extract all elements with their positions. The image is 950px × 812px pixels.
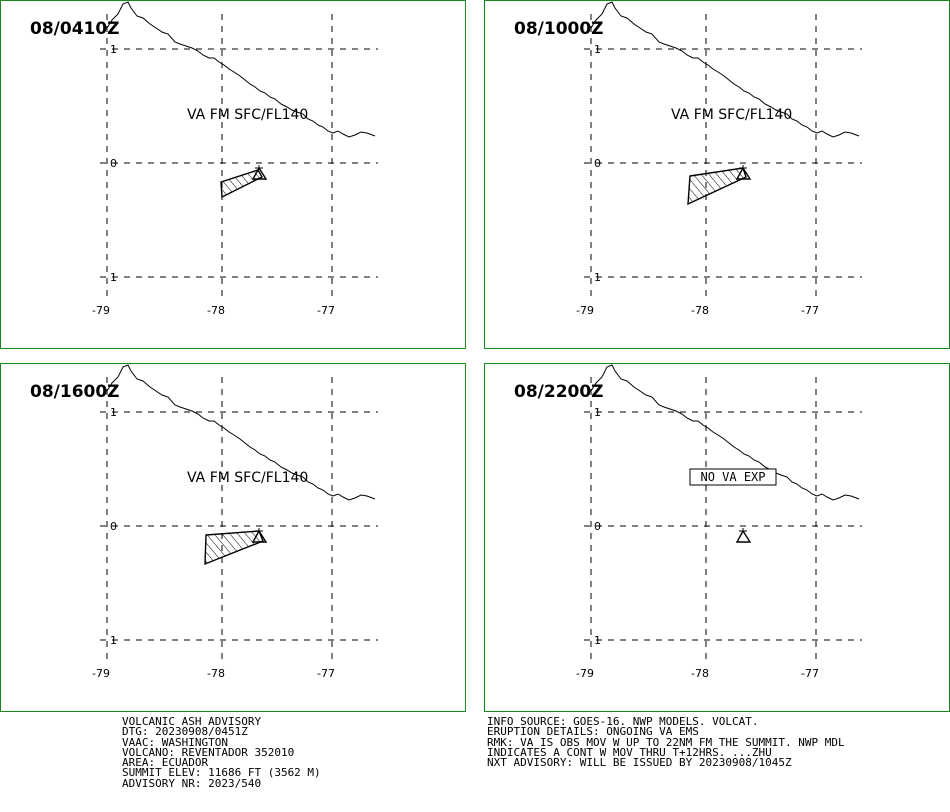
longitude-label: -78	[691, 304, 709, 317]
longitude-label: -78	[207, 667, 225, 680]
panel-frame	[0, 363, 466, 712]
advisory-line: DTG: 20230908/0451Z	[122, 725, 248, 739]
coastline	[590, 364, 860, 501]
map-panel: 1 0 1 -79 -78 -77 08/0410Z VA FM SFC/FL140	[0, 0, 466, 349]
advisory-line: SUMMIT ELEV: 11686 FT (3562 M)	[122, 766, 321, 780]
latitude-label: 1	[110, 43, 117, 56]
latitude-label: 0	[594, 520, 601, 533]
volcano-summit-mark	[255, 165, 263, 169]
va-level-label: VA FM SFC/FL140	[187, 107, 308, 123]
panel-frame	[484, 363, 950, 712]
no-va-label: NO VA EXP	[700, 470, 765, 484]
longitude-label: -77	[801, 304, 819, 317]
advisory-line: INFO SOURCE: GOES-16. NWP MODELS. VOLCAT…	[487, 715, 759, 728]
latitude-label: 1	[110, 406, 117, 419]
coastline	[106, 1, 376, 138]
longitude-label: -79	[92, 667, 110, 680]
latitude-label: 1	[594, 43, 601, 56]
map-panel: 1 0 1 -79 -78 -77 08/2200Z NO VA EXP	[484, 363, 950, 712]
advisory-line: INDICATES A CONT W MOV THRU T+12HRS. ...…	[487, 745, 772, 759]
advisory-line: VOLCANIC ASH ADVISORY	[122, 715, 262, 728]
coastline	[590, 1, 860, 138]
latitude-label: 0	[594, 157, 601, 170]
forecast-time-label: 08/1600Z	[30, 382, 120, 402]
latitude-label: 0	[110, 157, 117, 170]
latitude-label: 1	[594, 271, 601, 284]
latitude-label: 1	[594, 406, 601, 419]
advisory-line: VOLCANO: REVENTADOR 352010	[122, 745, 295, 759]
latitude-label: 0	[110, 520, 117, 533]
latitude-label: 1	[110, 271, 117, 284]
volcano-summit-mark	[255, 528, 263, 532]
ash-cloud-polygon	[687, 167, 747, 206]
coastline	[106, 364, 376, 501]
longitude-label: -79	[576, 304, 594, 317]
longitude-label: -77	[317, 304, 335, 317]
advisory-right-block: INFO SOURCE: GOES-16. NWP MODELS. VOLCAT…	[487, 715, 845, 770]
volcano-summit-mark	[739, 165, 747, 169]
advisory-line: AREA: ECUADOR	[122, 756, 209, 770]
longitude-label: -79	[92, 304, 110, 317]
volcano-icon	[735, 166, 752, 180]
ash-cloud-polygon	[220, 169, 263, 199]
advisory-line: ADVISORY NR: 2023/540	[122, 776, 262, 790]
longitude-label: -77	[317, 667, 335, 680]
advisory-line: ERUPTION DETAILS: ONGOING VA EMS	[487, 725, 699, 739]
longitude-label: -77	[801, 667, 819, 680]
advisory-line: RMK: VA IS OBS MOV W UP TO 22NM FM THE S…	[487, 735, 845, 749]
volcano-icon	[735, 529, 752, 543]
advisory-left-block: VOLCANIC ASH ADVISORY DTG: 20230908/0451…	[122, 715, 321, 790]
forecast-time-label: 08/1000Z	[514, 19, 604, 39]
latitude-label: 1	[594, 634, 601, 647]
va-level-label: VA FM SFC/FL140	[187, 470, 308, 486]
volcano-icon	[251, 166, 268, 180]
va-level-label: VA FM SFC/FL140	[671, 107, 792, 123]
map-panel: 1 0 1 -79 -78 -77 08/1600Z VA FM SFC/FL140	[0, 363, 466, 712]
volcano-summit-mark	[739, 528, 747, 532]
latitude-label: 1	[110, 634, 117, 647]
longitude-label: -78	[691, 667, 709, 680]
ash-cloud-polygon	[204, 530, 264, 566]
forecast-time-label: 08/2200Z	[514, 382, 604, 402]
forecast-time-label: 08/0410Z	[30, 19, 120, 39]
longitude-label: -78	[207, 304, 225, 317]
panel-frame	[0, 0, 466, 349]
advisory-line: VAAC: WASHINGTON	[122, 735, 228, 749]
volcano-icon	[251, 529, 268, 543]
map-panel: 1 0 1 -79 -78 -77 08/1000Z VA FM SFC/FL140	[484, 0, 950, 349]
advisory-line: NXT ADVISORY: WILL BE ISSUED BY 20230908…	[487, 756, 792, 770]
no-va-box	[689, 468, 777, 486]
longitude-label: -79	[576, 667, 594, 680]
